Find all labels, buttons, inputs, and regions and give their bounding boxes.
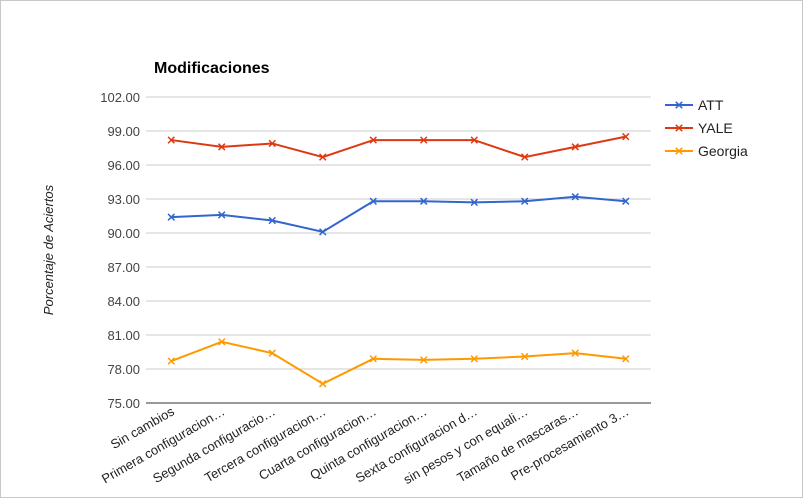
data-point[interactable]	[268, 216, 276, 225]
y-axis-label: Porcentaje de Aciertos	[41, 184, 56, 315]
data-point[interactable]	[167, 357, 175, 365]
series-att	[167, 193, 630, 236]
data-point[interactable]	[470, 198, 478, 207]
data-point[interactable]	[319, 380, 327, 388]
y-tick-label: 96.00	[107, 158, 140, 173]
data-point[interactable]	[218, 143, 226, 151]
y-tick-label: 81.00	[107, 328, 140, 343]
data-point[interactable]	[622, 355, 630, 363]
data-point[interactable]	[571, 143, 579, 151]
series-georgia	[167, 338, 630, 388]
legend: ATT YALE Georgia	[665, 97, 748, 159]
grid-layer	[146, 96, 651, 404]
data-point[interactable]	[470, 136, 478, 144]
series-line	[171, 135, 626, 159]
y-tick-label: 87.00	[107, 260, 140, 275]
chart-title: Modificaciones	[154, 60, 270, 77]
data-point[interactable]	[571, 193, 579, 201]
data-point[interactable]	[521, 197, 529, 205]
series-layer	[167, 132, 630, 388]
series-line	[171, 195, 626, 233]
y-tick-label: 99.00	[107, 124, 140, 139]
legend-label: Georgia	[698, 143, 748, 159]
data-point[interactable]	[420, 136, 428, 144]
legend-item-yale[interactable]: YALE	[665, 120, 733, 136]
data-point[interactable]	[521, 352, 529, 361]
y-tick-label: 93.00	[107, 192, 140, 207]
data-point[interactable]	[571, 349, 579, 357]
data-point[interactable]	[319, 228, 327, 236]
data-point[interactable]	[218, 211, 226, 219]
data-point[interactable]	[622, 197, 630, 205]
series-yale	[167, 132, 630, 161]
data-point[interactable]	[420, 197, 428, 205]
y-tick-label: 78.00	[107, 362, 140, 377]
data-point[interactable]	[319, 153, 327, 161]
data-point[interactable]	[470, 355, 478, 363]
data-point[interactable]	[268, 139, 276, 148]
data-point[interactable]	[268, 349, 276, 357]
y-tick-label: 75.00	[107, 396, 140, 411]
y-tick-label: 102.00	[100, 90, 140, 105]
data-point[interactable]	[167, 213, 175, 221]
y-tick-label: 84.00	[107, 294, 140, 309]
data-point[interactable]	[521, 153, 529, 161]
legend-marker-icon	[675, 147, 683, 155]
data-point[interactable]	[369, 136, 377, 144]
data-point[interactable]	[622, 132, 630, 141]
legend-item-georgia[interactable]: Georgia	[665, 143, 748, 159]
data-point[interactable]	[218, 338, 226, 346]
data-point[interactable]	[167, 136, 175, 144]
data-point[interactable]	[369, 355, 377, 363]
y-tick-labels: 102.00 99.00 96.00 93.00 90.00 87.00 84.00 81.0…	[100, 90, 140, 411]
y-tick-label: 90.00	[107, 226, 140, 241]
series-line	[170, 340, 626, 385]
legend-item-att[interactable]: ATT	[665, 97, 724, 113]
legend-marker-icon	[675, 124, 683, 132]
data-point[interactable]	[369, 197, 377, 205]
legend-label: YALE	[698, 120, 733, 136]
data-point[interactable]	[420, 356, 428, 364]
legend-marker-icon	[675, 101, 683, 109]
legend-label: ATT	[698, 97, 724, 113]
